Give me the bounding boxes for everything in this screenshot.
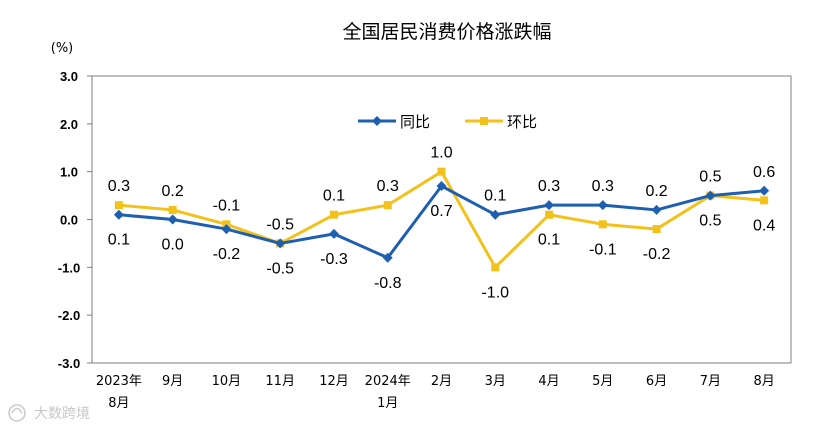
data-label-tongbi: -0.5 — [266, 260, 294, 277]
watermark-logo: 大数跨境 — [8, 404, 90, 422]
y-axis-unit: (%) — [51, 41, 74, 56]
data-label-tongbi: 0.1 — [108, 232, 130, 249]
data-label-huanbi: 0.1 — [323, 188, 345, 205]
data-point-huanbi — [437, 167, 446, 176]
data-label-huanbi: -0.1 — [213, 197, 241, 214]
data-point-huanbi — [545, 210, 554, 219]
data-label-huanbi: 0.2 — [162, 183, 184, 200]
data-point-huanbi — [329, 210, 338, 219]
x-tick-label: 1月 — [377, 396, 398, 411]
y-tick-label: 0.0 — [60, 213, 78, 228]
x-tick-label: 11月 — [265, 374, 295, 389]
data-point-huanbi — [114, 201, 123, 210]
legend-marker-diamond — [372, 116, 382, 126]
data-label-tongbi: 0.2 — [645, 183, 667, 200]
data-point-tongbi — [597, 200, 608, 211]
data-point-tongbi — [705, 190, 716, 201]
data-label-tongbi: -0.3 — [320, 251, 348, 268]
data-point-tongbi — [759, 185, 770, 196]
data-point-tongbi — [490, 209, 501, 220]
data-point-tongbi — [436, 181, 447, 192]
data-label-huanbi: 0.3 — [108, 178, 130, 195]
data-point-tongbi — [221, 224, 232, 235]
data-label-tongbi: 0.5 — [699, 169, 721, 186]
data-label-huanbi: -1.0 — [481, 284, 509, 301]
x-tick-label: 7月 — [700, 374, 721, 389]
data-label-tongbi: 0.7 — [430, 203, 452, 220]
data-point-tongbi — [651, 204, 662, 215]
x-tick-label: 3月 — [485, 374, 506, 389]
x-tick-label: 12月 — [319, 374, 349, 389]
legend-label: 环比 — [507, 113, 537, 131]
y-tick-label: 1.0 — [60, 165, 78, 180]
data-label-huanbi: -0.2 — [643, 246, 671, 263]
x-tick-label: 6月 — [646, 374, 667, 389]
chart-title: 全国居民消费价格涨跌幅 — [342, 21, 551, 43]
data-point-huanbi — [491, 263, 500, 272]
data-point-tongbi — [167, 214, 178, 225]
x-tick-label: 2024年 — [365, 374, 411, 389]
data-label-tongbi: 0.3 — [592, 178, 614, 195]
legend-label: 同比 — [400, 113, 430, 131]
y-tick-label: -1.0 — [58, 260, 80, 275]
data-label-tongbi: 0.3 — [538, 178, 560, 195]
data-label-huanbi: 0.5 — [699, 213, 721, 230]
data-point-huanbi — [760, 196, 769, 205]
x-tick-label: 5月 — [592, 374, 613, 389]
data-label-huanbi: 1.0 — [430, 145, 452, 162]
x-tick-label: 8月 — [108, 396, 129, 411]
data-label-tongbi: -0.2 — [213, 246, 241, 263]
x-tick-label: 2023年 — [96, 374, 142, 389]
data-label-tongbi: 0.1 — [484, 188, 506, 205]
data-label-huanbi: -0.5 — [266, 216, 294, 233]
legend-marker-square — [480, 117, 488, 125]
data-label-huanbi: 0.1 — [538, 232, 560, 249]
data-point-tongbi — [328, 228, 339, 239]
data-point-huanbi — [652, 225, 661, 234]
data-point-huanbi — [383, 201, 392, 210]
y-tick-label: -3.0 — [58, 356, 80, 371]
data-label-tongbi: -0.8 — [374, 275, 402, 292]
x-tick-label: 9月 — [162, 374, 183, 389]
data-label-tongbi: 0.0 — [162, 237, 184, 254]
data-point-tongbi — [382, 252, 393, 263]
y-tick-label: -2.0 — [58, 308, 80, 323]
x-tick-label: 2月 — [431, 374, 452, 389]
x-tick-label: 10月 — [212, 374, 242, 389]
watermark-text: 大数跨境 — [34, 406, 90, 422]
data-point-tongbi — [113, 209, 124, 220]
data-point-huanbi — [168, 205, 177, 214]
data-label-huanbi: -0.1 — [589, 241, 617, 258]
y-tick-label: 3.0 — [60, 69, 78, 84]
x-tick-label: 4月 — [538, 374, 559, 389]
y-tick-label: 2.0 — [60, 117, 78, 132]
data-point-tongbi — [275, 238, 286, 249]
x-tick-label: 8月 — [753, 374, 774, 389]
data-label-huanbi: 0.4 — [753, 217, 775, 234]
data-label-tongbi: 0.6 — [753, 164, 775, 181]
data-point-tongbi — [544, 200, 555, 211]
data-label-huanbi: 0.3 — [377, 178, 399, 195]
data-point-huanbi — [598, 220, 607, 229]
